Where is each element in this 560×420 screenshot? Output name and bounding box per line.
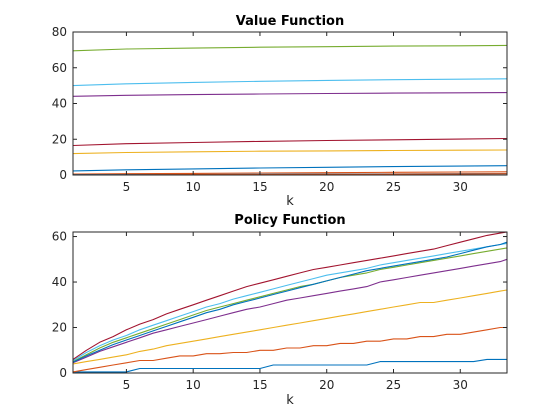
value-function-ytick-label: 60 — [52, 61, 67, 75]
policy-function-xlabel: k — [286, 393, 294, 408]
policy-function-xtick-label: 20 — [319, 378, 334, 392]
value-function-panel: Value Function 0 20 40 60 80 5 10 15 20 25 30 k — [52, 14, 508, 209]
value-function-axes-frame — [72, 31, 508, 176]
policy-function-series-line-1 — [73, 358, 507, 373]
policy-function-xtick-label: 5 — [123, 378, 131, 392]
value-function-xtick-label: 20 — [319, 180, 334, 194]
value-function-ytick-label: 0 — [59, 168, 67, 182]
policy-function-series-line-8 — [72, 241, 508, 363]
value-function-xtick-label: 25 — [386, 180, 401, 194]
policy-function-ytick-label: 40 — [52, 275, 67, 289]
policy-function-series-line-4 — [72, 258, 508, 364]
value-function-title: Value Function — [236, 14, 344, 29]
value-function-ytick-label: 40 — [52, 97, 67, 111]
policy-function-series-line-7 — [72, 231, 508, 360]
policy-function-ytick-label: 60 — [52, 230, 67, 244]
value-function-series-line-1 — [72, 165, 508, 172]
value-function-ytick-label: 80 — [52, 25, 67, 39]
policy-function-axes-frame — [72, 231, 508, 374]
policy-function-xtick-label: 30 — [453, 378, 468, 392]
policy-function-xtick-label: 10 — [186, 378, 201, 392]
policy-function-series-layer — [72, 231, 508, 373]
policy-function-series-line-6 — [72, 242, 508, 361]
policy-function-title: Policy Function — [234, 213, 345, 228]
value-function-xticks: 5 10 15 20 25 30 — [123, 32, 468, 194]
value-function-yticks: 0 20 40 60 80 — [52, 25, 507, 182]
policy-function-series-line-3 — [72, 289, 508, 365]
value-function-series-layer — [72, 44, 508, 176]
value-function-axes-background — [73, 32, 507, 175]
value-function-series-line-2 — [72, 171, 508, 175]
value-function-series-line-7 — [72, 137, 508, 147]
policy-function-yticks: 0 20 40 60 — [52, 230, 507, 380]
policy-function-xtick-label: 15 — [252, 378, 267, 392]
value-function-xtick-label: 10 — [186, 180, 201, 194]
value-function-xtick-label: 5 — [123, 180, 131, 194]
policy-function-ytick-label: 0 — [59, 366, 67, 380]
value-function-series-line-3 — [72, 149, 508, 155]
policy-function-ytick-label: 20 — [52, 321, 67, 335]
value-function-xlabel: k — [286, 194, 294, 209]
value-function-series-line-5 — [72, 44, 508, 52]
policy-function-xtick-label: 25 — [386, 378, 401, 392]
policy-function-xticks: 5 10 15 20 25 30 — [123, 232, 468, 392]
policy-function-series-line-2 — [72, 326, 507, 373]
value-function-xtick-label: 30 — [453, 180, 468, 194]
policy-function-panel: Policy Function 0 20 40 60 5 10 15 20 25 30 k — [52, 213, 508, 408]
value-function-ytick-label: 20 — [52, 132, 67, 146]
value-function-series-line-4 — [72, 92, 508, 97]
value-function-series-line-6 — [72, 78, 508, 87]
value-function-xtick-label: 15 — [252, 180, 267, 194]
policy-function-series-line-5 — [72, 247, 508, 363]
